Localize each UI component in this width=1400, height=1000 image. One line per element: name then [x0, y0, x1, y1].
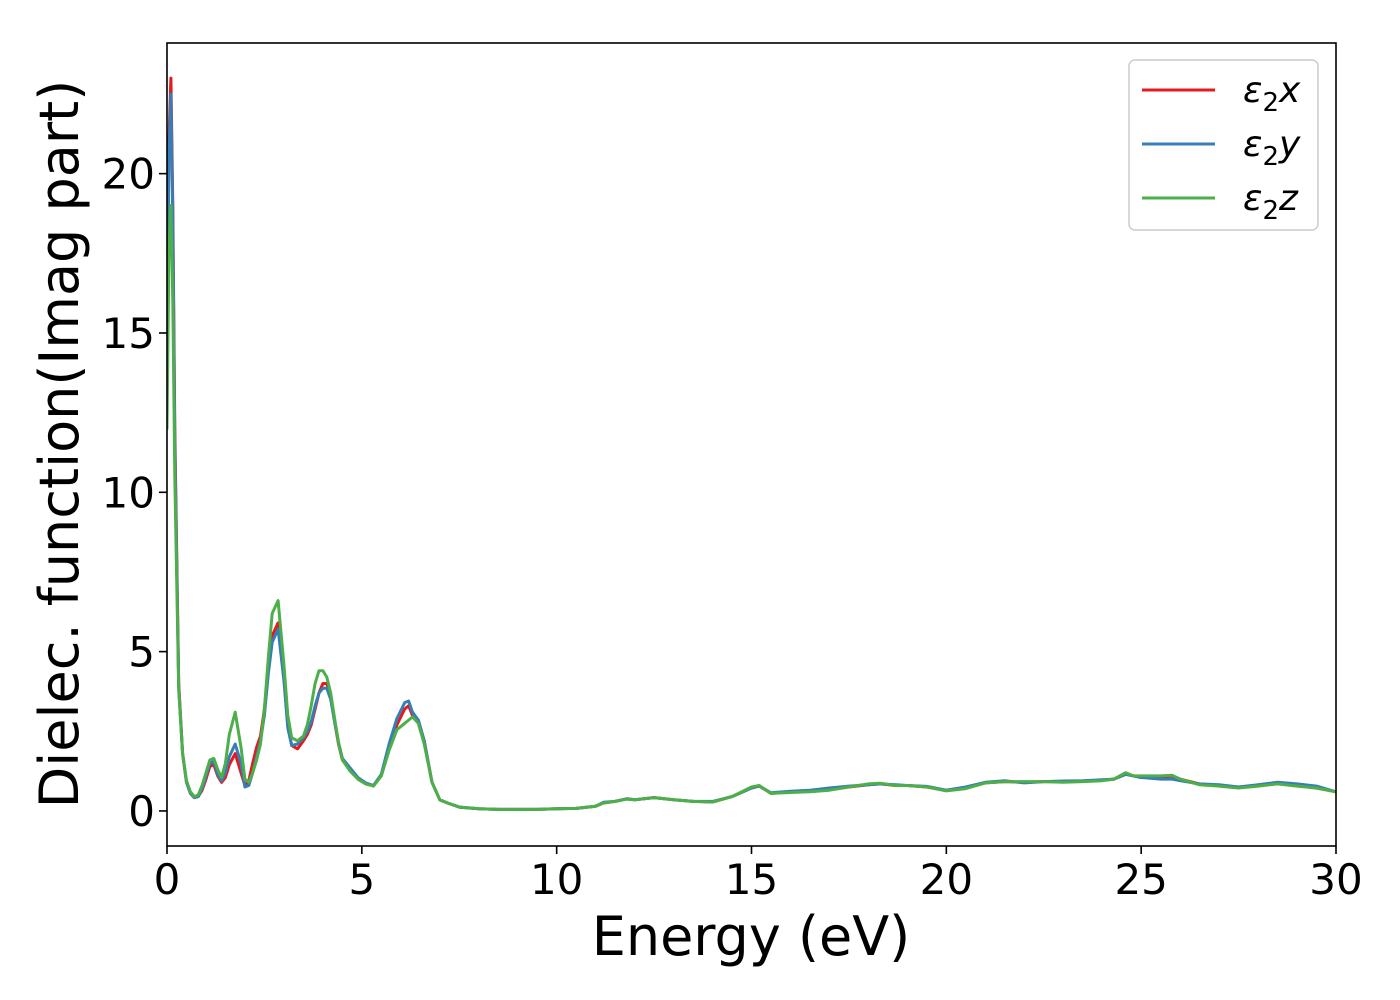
y-tick-label: 15 — [102, 309, 155, 358]
y-tick-label: 0 — [128, 787, 155, 836]
x-axis: 0 5 10 15 20 25 30 — [154, 846, 1363, 904]
y-axis-title: Dielec. function(Imag part) — [28, 80, 91, 809]
series-line-z — [167, 204, 1336, 811]
x-tick-label: 20 — [920, 855, 973, 904]
legend-label-y: ε2y — [1243, 124, 1301, 172]
legend-box — [1128, 59, 1319, 231]
legend: ε2x ε2y ε2z — [1128, 59, 1319, 231]
series-group — [167, 76, 1336, 811]
y-tick-label: 20 — [102, 150, 155, 199]
x-tick-label: 0 — [154, 855, 181, 904]
y-tick-label: 5 — [128, 628, 155, 677]
x-tick-label: 5 — [348, 855, 375, 904]
y-tick-label: 10 — [102, 468, 155, 517]
y-axis: 0 5 10 15 20 — [102, 150, 167, 836]
x-tick-label: 25 — [1114, 855, 1167, 904]
legend-label-x: ε2x — [1243, 70, 1301, 118]
x-tick-label: 30 — [1309, 855, 1362, 904]
x-tick-label: 10 — [530, 855, 583, 904]
legend-label-z: ε2z — [1243, 178, 1299, 226]
x-axis-title: Energy (eV) — [592, 905, 911, 968]
x-tick-label: 15 — [725, 855, 778, 904]
